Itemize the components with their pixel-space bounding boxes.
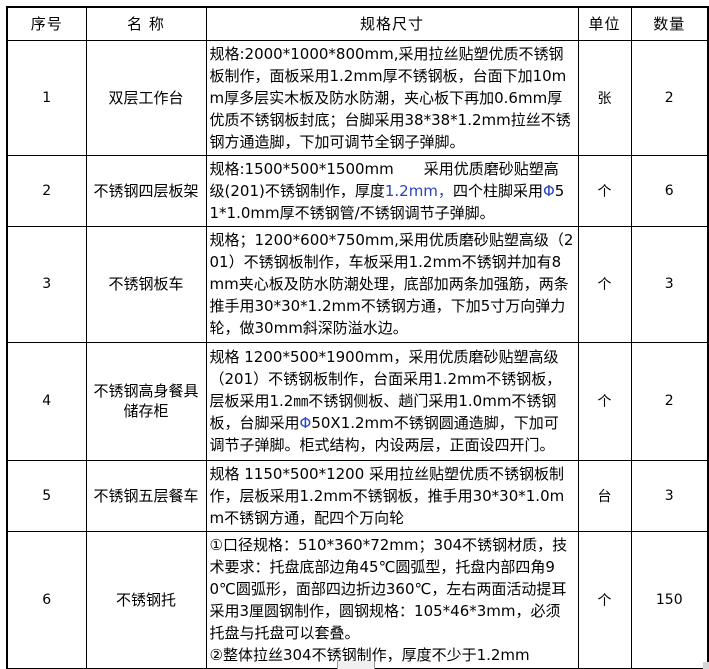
row-spec: 规格:2000*1000*800mm,采用拉丝贴塑优质不锈钢板制作，面板采用1.… (205, 39, 579, 156)
row-spec: 规格:1500*500*1500mm 采用优质磨砂贴塑高级(201)不锈钢制作，… (205, 154, 579, 227)
row-qty: 3 (630, 225, 709, 343)
row-name: 不锈钢四层板架 (85, 154, 207, 227)
row-qty: 2 (630, 39, 709, 156)
spec-table: 序号 名 称 规格尺寸 单位 数量 1 双层工作台 规格:2000*1000*8… (6, 6, 709, 669)
row-no: 5 (6, 459, 87, 532)
header-spec: 规格尺寸 (205, 6, 579, 41)
partial-next-row-fragment (337, 661, 375, 669)
table-row: 3 不锈钢板车 规格；1200*600*750mm,采用优质磨砂贴塑高级（201… (6, 225, 709, 343)
row-unit: 个 (577, 154, 632, 227)
header-name: 名 称 (85, 6, 207, 41)
row-name: 不锈钢高身餐具储存柜 (85, 341, 207, 461)
row-name: 不锈钢板车 (85, 225, 207, 343)
corner-artifact (703, 662, 709, 669)
header-qty: 数量 (630, 6, 709, 41)
row-no: 3 (6, 225, 87, 343)
row-qty: 3 (630, 459, 709, 532)
row-unit: 台 (577, 459, 632, 532)
row-no: 4 (6, 341, 87, 461)
table-row: 5 不锈钢五层餐车 规格 1150*500*1200 采用拉丝贴塑优质不锈钢板制… (6, 459, 709, 532)
table-row: 2 不锈钢四层板架 规格:1500*500*1500mm 采用优质磨砂贴塑高级(… (6, 154, 709, 227)
table-row: 6 不锈钢托 ①口径规格：510*360*72mm；304不锈钢材质，技术要求：… (6, 530, 709, 669)
row-name: 不锈钢五层餐车 (85, 459, 207, 532)
row-no: 1 (6, 39, 87, 156)
row-unit: 个 (577, 530, 632, 669)
row-no: 6 (6, 530, 87, 669)
row-unit: 个 (577, 341, 632, 461)
row-qty: 2 (630, 341, 709, 461)
row-spec: ①口径规格：510*360*72mm；304不锈钢材质，技术要求：托盘底部边角4… (205, 530, 579, 669)
row-name: 双层工作台 (85, 39, 207, 156)
row-qty: 6 (630, 154, 709, 227)
row-unit: 张 (577, 39, 632, 156)
header-unit: 单位 (577, 6, 632, 41)
table-row: 4 不锈钢高身餐具储存柜 规格 1200*500*1900mm，采用优质磨砂贴塑… (6, 341, 709, 461)
row-unit: 个 (577, 225, 632, 343)
row-spec: 规格 1200*500*1900mm，采用优质磨砂贴塑高级（201）不锈钢板制作… (205, 341, 579, 461)
header-row: 序号 名 称 规格尺寸 单位 数量 (6, 6, 709, 41)
row-qty: 150 (630, 530, 709, 669)
header-no: 序号 (6, 6, 87, 41)
row-name: 不锈钢托 (85, 530, 207, 669)
row-no: 2 (6, 154, 87, 227)
table-row: 1 双层工作台 规格:2000*1000*800mm,采用拉丝贴塑优质不锈钢板制… (6, 39, 709, 156)
row-spec: 规格 1150*500*1200 采用拉丝贴塑优质不锈钢板制作，层板采用1.2m… (205, 459, 579, 532)
row-spec: 规格；1200*600*750mm,采用优质磨砂贴塑高级（201）不锈钢板制作，… (205, 225, 579, 343)
